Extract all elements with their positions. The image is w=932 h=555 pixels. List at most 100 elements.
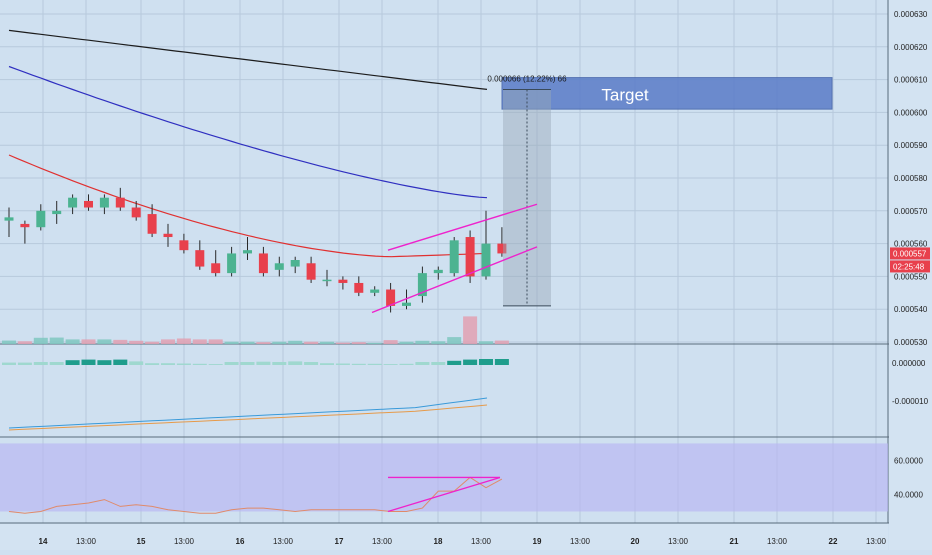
candle-body	[36, 210, 46, 228]
macd-signal-line	[8, 404, 488, 431]
time-tick-label: 22	[829, 537, 838, 546]
macd-histogram-bar	[399, 363, 414, 365]
macd-histogram-bar	[224, 362, 239, 365]
macd-histogram-bar	[272, 362, 287, 365]
macd-histogram-bar	[49, 362, 64, 365]
volume-bar	[176, 338, 191, 344]
macd-histogram-bar	[17, 362, 32, 365]
price-tick-label: 0.000580	[894, 174, 928, 183]
candle-body	[449, 240, 459, 274]
candle-body	[99, 197, 109, 208]
rsi-tick-label: 60.0000	[894, 456, 923, 465]
macd-histogram-bar	[208, 364, 223, 365]
countdown-label: 02:25:48	[893, 262, 925, 271]
candle-body	[131, 207, 141, 218]
candle-body	[290, 260, 300, 267]
macd-histogram-bar	[304, 362, 319, 365]
axis-background	[889, 0, 932, 550]
time-axis-background	[0, 524, 888, 550]
target-box[interactable]	[501, 77, 833, 110]
candle-body	[163, 233, 173, 238]
rsi-panel	[0, 443, 888, 514]
volume-bar	[2, 340, 16, 344]
macd-histogram-bar	[367, 363, 382, 365]
price-tick-label: 0.000630	[894, 10, 928, 19]
candle-body	[20, 223, 30, 228]
macd-histogram-bar	[161, 363, 175, 365]
macd-histogram-bar	[479, 359, 493, 365]
volume-bars	[2, 316, 509, 344]
moving-average-line	[8, 29, 488, 90]
volume-bar	[463, 316, 478, 344]
candle-body	[338, 279, 348, 283]
macd-histogram-bar	[192, 363, 207, 365]
macd-histogram-bar	[176, 363, 191, 365]
volume-bar	[494, 340, 509, 344]
time-tick-label: 13:00	[570, 537, 591, 546]
volume-bar	[17, 341, 32, 344]
candle-body	[386, 289, 396, 306]
macd-histogram-bar	[256, 361, 271, 365]
candle-body	[68, 197, 78, 208]
candle-body	[52, 210, 62, 215]
volume-bar	[145, 341, 160, 344]
time-tick-label: 16	[236, 537, 245, 546]
price-tags: 0.000557 02:25:48	[890, 247, 930, 273]
macd-histogram-bar	[335, 363, 350, 365]
time-tick-label: 19	[533, 537, 542, 546]
time-tick-label: 13:00	[767, 537, 788, 546]
volume-bar	[415, 340, 430, 344]
volume-bar	[113, 339, 128, 344]
macd-histogram-bar	[415, 362, 430, 365]
time-tick-label: 13:00	[471, 537, 492, 546]
volume-bar	[97, 339, 112, 344]
rsi-triangle-bottom	[387, 476, 501, 513]
volume-bar	[65, 339, 80, 344]
volume-bar	[224, 341, 239, 344]
time-tick-label: 13:00	[174, 537, 195, 546]
macd-histogram-bar	[240, 362, 255, 365]
volume-bar	[208, 339, 223, 344]
candle-body	[306, 263, 316, 280]
time-tick-label: 18	[434, 537, 443, 546]
candle-body	[195, 250, 205, 267]
price-tick-label: 0.000540	[894, 305, 928, 314]
time-tick-label: 15	[137, 537, 146, 546]
channel-upper-line[interactable]	[387, 203, 538, 251]
candle-body	[227, 253, 237, 274]
price-tick-label: 0.000590	[894, 141, 928, 150]
time-tick-label: 14	[39, 537, 48, 546]
time-tick-label: 13:00	[668, 537, 689, 546]
price-tick-label: 0.000550	[894, 272, 928, 281]
price-axis: 0.000530 0.000540 0.000550 0.000560 0.000570…	[892, 10, 929, 499]
volume-bar	[81, 339, 96, 344]
macd-histogram-bar	[2, 362, 16, 365]
time-tick-label: 20	[631, 537, 640, 546]
candle-body	[370, 289, 380, 293]
volume-bar	[351, 342, 366, 344]
channel-lower-line[interactable]	[371, 246, 538, 314]
volume-bar	[256, 342, 271, 344]
volume-bar	[383, 340, 398, 344]
volume-bar	[192, 339, 207, 344]
rsi-tick-label: 40.0000	[894, 490, 923, 499]
macd-histogram-bar	[320, 363, 334, 365]
candle-body	[354, 282, 364, 293]
macd-histogram-bar	[447, 360, 462, 365]
macd-histogram-bar	[463, 359, 478, 365]
last-price-label: 0.000557	[893, 249, 927, 258]
volume-bar	[161, 339, 175, 344]
time-tick-label: 13:00	[76, 537, 97, 546]
candle-body	[4, 217, 14, 221]
volume-bar	[49, 337, 64, 344]
volume-bar	[288, 340, 303, 344]
moving-average-line	[8, 65, 488, 199]
target-label: Target	[601, 85, 649, 104]
time-tick-label: 13:00	[866, 537, 887, 546]
time-tick-label: 17	[335, 537, 344, 546]
volume-bar	[240, 341, 255, 344]
candle-body	[417, 273, 427, 297]
price-tick-label: 0.000570	[894, 207, 928, 216]
macd-histogram-bar	[97, 360, 112, 365]
